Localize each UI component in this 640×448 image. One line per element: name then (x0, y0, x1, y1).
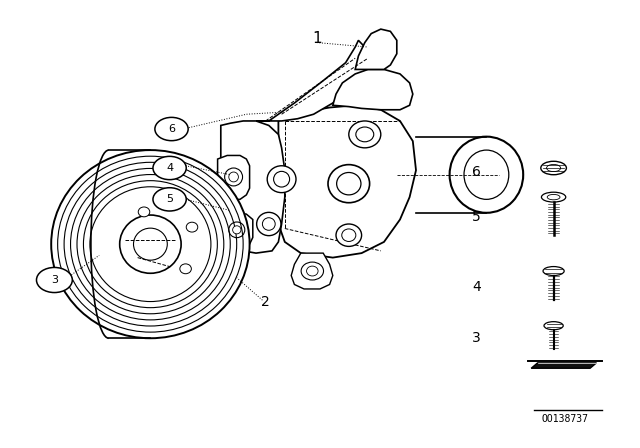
Polygon shape (256, 40, 368, 121)
Polygon shape (278, 105, 416, 258)
Ellipse shape (544, 322, 563, 330)
Polygon shape (291, 253, 333, 289)
Ellipse shape (51, 150, 250, 338)
Ellipse shape (543, 267, 564, 276)
Ellipse shape (307, 266, 318, 276)
Ellipse shape (349, 121, 381, 148)
Circle shape (155, 117, 188, 141)
Ellipse shape (356, 127, 374, 142)
Polygon shape (355, 29, 397, 69)
Polygon shape (333, 69, 413, 110)
Ellipse shape (225, 168, 243, 186)
Ellipse shape (257, 212, 281, 236)
Text: 2: 2 (261, 295, 270, 310)
Ellipse shape (337, 172, 361, 195)
Text: 4: 4 (472, 280, 481, 294)
Circle shape (36, 267, 72, 293)
Ellipse shape (186, 222, 198, 232)
Ellipse shape (301, 262, 323, 280)
Text: 1: 1 (312, 30, 322, 46)
Text: OO138737: OO138737 (541, 414, 589, 424)
Text: 3: 3 (51, 275, 58, 285)
Ellipse shape (229, 222, 245, 237)
Circle shape (153, 188, 186, 211)
Ellipse shape (120, 215, 181, 273)
Ellipse shape (449, 137, 523, 213)
Ellipse shape (229, 172, 239, 182)
Ellipse shape (138, 207, 150, 217)
Text: 4: 4 (166, 163, 173, 173)
Polygon shape (221, 121, 285, 253)
Polygon shape (218, 155, 250, 199)
Ellipse shape (180, 264, 191, 274)
Polygon shape (531, 363, 596, 368)
Ellipse shape (233, 226, 241, 234)
Ellipse shape (541, 192, 566, 202)
Ellipse shape (464, 150, 509, 199)
Text: 3: 3 (472, 331, 481, 345)
Circle shape (153, 156, 186, 180)
Ellipse shape (541, 161, 566, 175)
Text: 6: 6 (472, 165, 481, 180)
Text: 5: 5 (472, 210, 481, 224)
Ellipse shape (262, 218, 275, 230)
Ellipse shape (274, 172, 290, 187)
Ellipse shape (328, 165, 370, 202)
Text: 6: 6 (168, 124, 175, 134)
Ellipse shape (342, 229, 356, 241)
Polygon shape (221, 212, 253, 249)
Ellipse shape (134, 228, 167, 260)
Ellipse shape (336, 224, 362, 246)
Ellipse shape (547, 194, 560, 200)
Text: 5: 5 (166, 194, 173, 204)
Ellipse shape (268, 166, 296, 193)
